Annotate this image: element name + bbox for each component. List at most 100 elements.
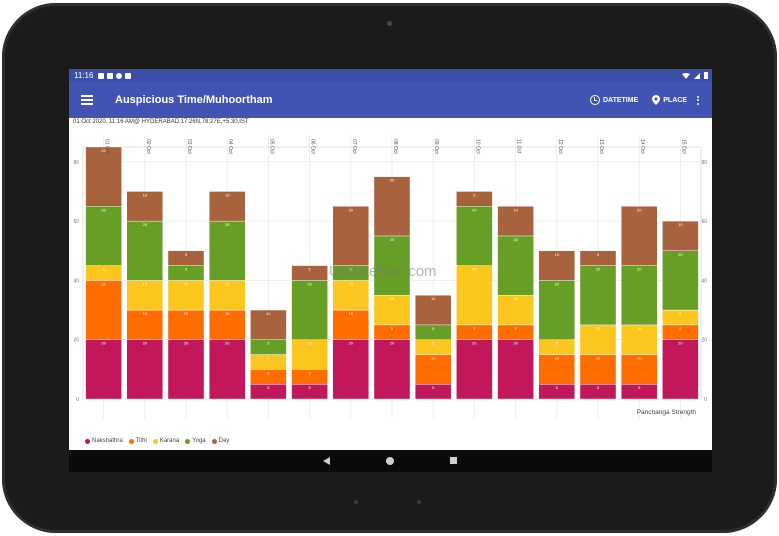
- bar-segment-tithi: [621, 354, 658, 385]
- bar-segment-day: [538, 250, 575, 281]
- home-icon[interactable]: [386, 457, 394, 465]
- x-tick-label: 14 Oct: [639, 139, 645, 154]
- bar-value-label: 10: [513, 296, 518, 301]
- bar-value-label: 5: [185, 252, 188, 257]
- bar-segment-day: [332, 206, 369, 266]
- bar-segment-karana: [621, 324, 658, 355]
- bar-value-label: 20: [637, 267, 642, 272]
- x-tick-label: 10 Oct: [474, 139, 480, 154]
- bar-value-label: 5: [432, 341, 435, 346]
- bar-value-label: 20: [101, 281, 106, 286]
- place-button[interactable]: PLACE: [652, 95, 687, 105]
- bar-value-label: 20: [390, 178, 395, 183]
- bar-value-label: 10: [143, 311, 148, 316]
- status-bar: 11:16: [69, 69, 712, 82]
- x-tick-label: 08 Oct: [392, 139, 398, 154]
- signal-icon: [694, 72, 700, 79]
- y-tick-label: 0: [76, 397, 79, 403]
- datetime-button[interactable]: DATETIME: [590, 95, 638, 105]
- bar-segment-day: [373, 176, 411, 237]
- legend-item: Day: [211, 438, 229, 444]
- legend-dot-icon: [152, 438, 158, 444]
- bar-value-label: 20: [390, 341, 395, 346]
- bar-segment-day: [85, 146, 122, 207]
- bar-value-label: 10: [596, 356, 601, 361]
- bar-segment-nakshathra: [208, 339, 246, 400]
- location-pin-icon: [652, 95, 661, 105]
- bar-segment-day: [415, 295, 452, 326]
- sensor-dot: [417, 500, 421, 504]
- bar-value-label: 5: [679, 311, 682, 316]
- legend-dot-icon: [185, 438, 191, 444]
- bar-value-label: 5: [267, 356, 270, 361]
- notification-icon: [125, 72, 132, 79]
- back-icon[interactable]: [323, 457, 330, 465]
- notification-icon: [98, 72, 105, 79]
- y-tick-label: 60: [73, 219, 79, 225]
- wifi-icon: [682, 72, 690, 79]
- bar-value-label: 10: [555, 252, 560, 257]
- bar-value-label: 10: [349, 311, 354, 316]
- bar-value-label: 5: [597, 385, 600, 390]
- bar-segment-yoga: [538, 280, 575, 340]
- bar-value-label: 5: [267, 385, 270, 390]
- bar-value-label: 20: [225, 222, 230, 227]
- legend-dot-icon: [211, 438, 217, 444]
- x-tick-label: 06 Oct: [310, 139, 316, 154]
- bar-value-label: 5: [679, 326, 682, 331]
- bar-value-label: 10: [307, 341, 312, 346]
- bar-value-label: 10: [143, 281, 148, 286]
- menu-icon[interactable]: [81, 95, 93, 105]
- bar-segment-yoga: [373, 235, 411, 296]
- legend-item: Yoga: [185, 438, 206, 444]
- bar-segment-day: [208, 191, 246, 222]
- y-tick-label-right: 40: [701, 278, 707, 284]
- bar-segment-karana: [373, 295, 411, 326]
- bar-value-label: 10: [637, 326, 642, 331]
- bar-value-label: 20: [143, 341, 148, 346]
- bar-value-label: 10: [431, 356, 436, 361]
- place-label: PLACE: [663, 96, 687, 104]
- x-tick-label: 13 Oct: [598, 139, 604, 154]
- date-location-info: 01 Oct 2020, 11:16 AM@ HYDERABAD,17:26N,…: [73, 119, 249, 125]
- bar-value-label: 10: [225, 281, 230, 286]
- bar-segment-yoga: [126, 220, 163, 281]
- bar-value-label: 20: [143, 222, 148, 227]
- bar-segment-karana: [579, 324, 617, 355]
- x-axis-label: Panchanga Strength: [637, 409, 697, 416]
- legend-label: Tithi: [135, 438, 147, 444]
- overflow-menu-icon[interactable]: [697, 95, 699, 105]
- recent-apps-icon[interactable]: [450, 457, 457, 464]
- bar-segment-karana: [291, 339, 328, 370]
- page-title: Auspicious Time/Muhoortham: [115, 94, 273, 106]
- bar-value-label: 20: [472, 267, 477, 272]
- bar-value-label: 5: [267, 341, 270, 346]
- screen: 11:16 Auspicious Time/Muhoortham DATETIM…: [69, 69, 712, 472]
- bar-segment-yoga: [621, 265, 658, 326]
- legend-label: Karana: [159, 438, 180, 444]
- bar-value-label: 20: [678, 341, 683, 346]
- bar-value-label: 5: [267, 370, 270, 375]
- bar-value-label: 10: [555, 356, 560, 361]
- y-tick-label: 80: [73, 160, 79, 166]
- bar-value-label: 5: [391, 326, 394, 331]
- bar-value-label: 10: [596, 326, 601, 331]
- bar-value-label: 10: [184, 281, 189, 286]
- bar-value-label: 10: [184, 311, 189, 316]
- bar-value-label: 5: [473, 326, 476, 331]
- bar-value-label: 10: [513, 207, 518, 212]
- bar-value-label: 10: [390, 296, 395, 301]
- bar-segment-day: [126, 191, 163, 222]
- bar-value-label: 5: [308, 370, 311, 375]
- bar-value-label: 5: [308, 267, 311, 272]
- bar-value-label: 20: [225, 341, 230, 346]
- bar-segment-yoga: [579, 265, 617, 326]
- bar-segment-yoga: [291, 280, 328, 340]
- x-tick-label: 05 Oct: [268, 139, 274, 154]
- bar-segment-day: [497, 206, 534, 237]
- bar-value-label: 10: [431, 296, 436, 301]
- bar-segment-yoga: [208, 220, 246, 281]
- bar-value-label: 5: [597, 252, 600, 257]
- y-tick-label-right: 0: [704, 397, 707, 403]
- x-tick-label: 12 Oct: [557, 139, 563, 154]
